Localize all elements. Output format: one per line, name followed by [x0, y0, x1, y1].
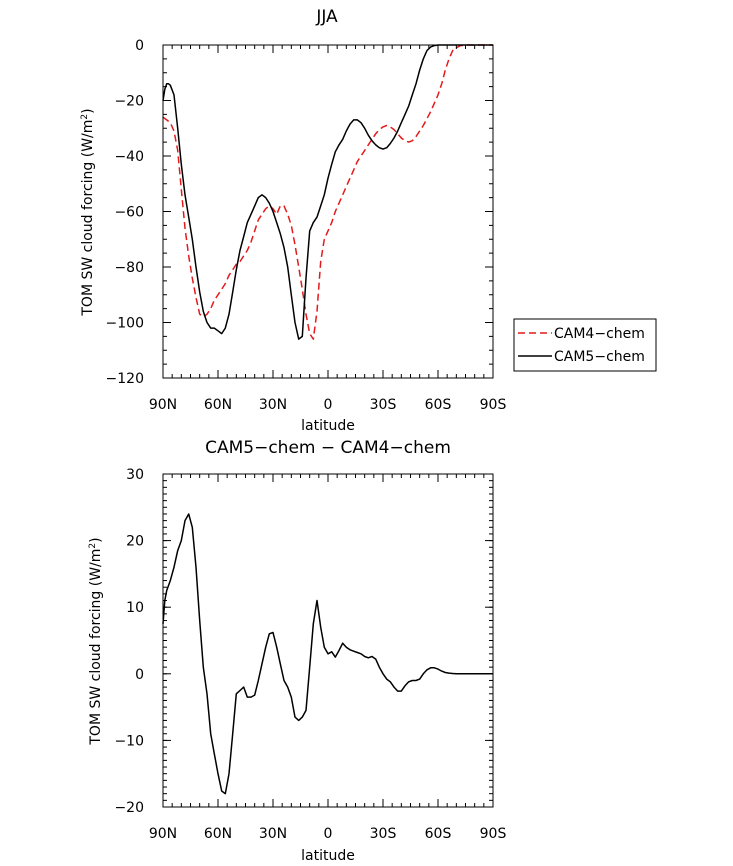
y-tick-label: −10	[114, 733, 144, 749]
x-tick-label: 90S	[480, 397, 507, 413]
bottom-series-group	[162, 513, 493, 795]
series-line-cam5-chem	[162, 44, 493, 340]
legend-box	[513, 318, 657, 372]
bottom-axis-ticks: 90N 60N 30N 0 30S 60S 90S −20 −10 0 10 20 30	[114, 467, 506, 842]
y-tick-label: −120	[106, 371, 144, 387]
top-axis-ticks: 90N 60N 30N 0 30S 60S 90S −120 −100 −80 −60 −40 −20 0	[106, 38, 507, 413]
y-tick-label: −60	[114, 205, 144, 221]
y-tick-label: −100	[106, 316, 144, 332]
plot-frame	[162, 473, 494, 808]
x-axis-label: latitude	[301, 848, 355, 864]
x-tick-label: 90S	[480, 826, 507, 842]
chart-title: JJA	[315, 7, 338, 27]
panel-bottom-chart: CAM5−chem − CAM4−chem 90N 60N 30N 0 30S 60S 90…	[88, 438, 506, 864]
y-tick-label: −80	[114, 260, 144, 276]
panel-top-chart: JJA 90N 60N 30N 0 30S 60S 90S −120 −100 −80 −60 −40…	[80, 7, 657, 434]
x-tick-label: 60N	[204, 826, 232, 842]
y-tick-label: 10	[126, 600, 144, 616]
legend-label-cam4: CAM4−chem	[554, 326, 645, 342]
x-tick-label: 30N	[259, 826, 287, 842]
y-tick-label: −20	[114, 94, 144, 110]
series-line-cam5-chem-minus-cam4-chem	[162, 513, 493, 795]
y-axis-label: TOM SW cloud forcing (W/m2)	[80, 108, 96, 316]
top-series-group	[162, 44, 493, 340]
y-tick-label: −20	[114, 800, 144, 816]
y-axis-label-tail: )	[88, 537, 104, 542]
chart-title: CAM5−chem − CAM4−chem	[205, 438, 451, 458]
y-axis-label-text: TOM SW cloud forcing (W/m	[80, 120, 96, 317]
x-tick-label: 60N	[204, 397, 232, 413]
x-tick-label: 30N	[259, 397, 287, 413]
x-tick-label: 60S	[425, 826, 452, 842]
y-tick-label: −40	[114, 149, 144, 165]
y-tick-label: 0	[135, 38, 144, 54]
y-tick-label: 20	[126, 534, 144, 550]
x-tick-label: 90N	[149, 826, 177, 842]
x-tick-label: 0	[324, 397, 333, 413]
series-line-cam4-chem	[162, 44, 493, 340]
y-tick-label: 0	[135, 667, 144, 683]
x-tick-label: 30S	[370, 826, 397, 842]
y-tick-label: 30	[126, 467, 144, 483]
legend-label-cam5: CAM5−chem	[554, 349, 645, 365]
x-axis-label: latitude	[301, 418, 355, 434]
y-axis-label: TOM SW cloud forcing (W/m2)	[88, 537, 104, 745]
y-axis-label-tail: )	[80, 108, 96, 113]
x-tick-label: 90N	[149, 397, 177, 413]
y-axis-label-superscript: 2	[88, 543, 98, 549]
x-tick-label: 30S	[370, 397, 397, 413]
y-axis-label-superscript: 2	[80, 114, 90, 120]
y-axis-label-text: TOM SW cloud forcing (W/m	[88, 549, 104, 746]
x-tick-label: 0	[324, 826, 333, 842]
legend: CAM4−chem CAM5−chem	[513, 318, 657, 372]
x-tick-label: 60S	[425, 397, 452, 413]
